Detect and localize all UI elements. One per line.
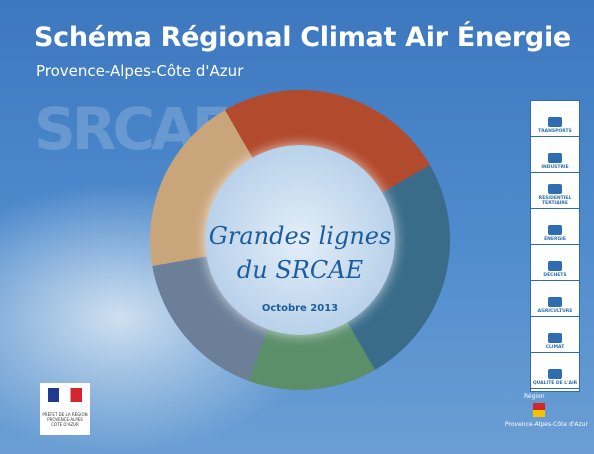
theme-item: ÉNERGIE bbox=[531, 209, 579, 245]
region-logo bbox=[533, 403, 545, 417]
theme-label: ÉNERGIE bbox=[544, 237, 566, 242]
cover: Schéma Régional Climat Air Énergie Prove… bbox=[0, 0, 594, 454]
prefet-text: PRÉFET DE LA RÉGION PROVENCE-ALPES CÔTE … bbox=[42, 412, 88, 427]
theme-label: INDUSTRIE bbox=[541, 165, 568, 170]
theme-icon bbox=[548, 297, 562, 307]
theme-item: INDUSTRIE bbox=[531, 137, 579, 173]
theme-icon bbox=[548, 153, 562, 163]
theme-item: DÉCHETS bbox=[531, 245, 579, 281]
region-label: Région bbox=[524, 393, 545, 400]
theme-icon bbox=[548, 369, 562, 379]
theme-icon bbox=[548, 184, 562, 194]
theme-icon bbox=[548, 117, 562, 127]
theme-icon bbox=[548, 333, 562, 343]
theme-item: RÉSIDENTIEL TERTIAIRE bbox=[531, 173, 579, 209]
theme-sidebar: TRANSPORTS INDUSTRIE RÉSIDENTIEL TERTIAIRE… bbox=[530, 100, 580, 392]
theme-icon bbox=[548, 225, 562, 235]
subtitle: Provence-Alpes-Côte d'Azur bbox=[36, 62, 243, 80]
title: Schéma Régional Climat Air Énergie bbox=[34, 22, 571, 53]
date: Octobre 2013 bbox=[205, 303, 395, 314]
center-title: Grandes lignes bbox=[205, 222, 395, 250]
theme-label: CLIMAT bbox=[546, 345, 565, 350]
region-name: Provence-Alpes-Côte d'Azur bbox=[505, 421, 588, 428]
theme-label: QUALITÉ DE L'AIR bbox=[533, 381, 577, 386]
theme-item: QUALITÉ DE L'AIR bbox=[531, 353, 579, 389]
theme-label: AGRICULTURE bbox=[538, 309, 573, 314]
theme-label: DÉCHETS bbox=[543, 273, 566, 278]
theme-item: TRANSPORTS bbox=[531, 101, 579, 137]
theme-item: AGRICULTURE bbox=[531, 281, 579, 317]
center-title: du SRCAE bbox=[205, 256, 395, 284]
theme-item: CLIMAT bbox=[531, 317, 579, 353]
theme-icon bbox=[548, 261, 562, 271]
theme-label: TRANSPORTS bbox=[538, 129, 572, 134]
theme-label: RÉSIDENTIEL TERTIAIRE bbox=[531, 196, 579, 206]
flag bbox=[48, 388, 82, 402]
